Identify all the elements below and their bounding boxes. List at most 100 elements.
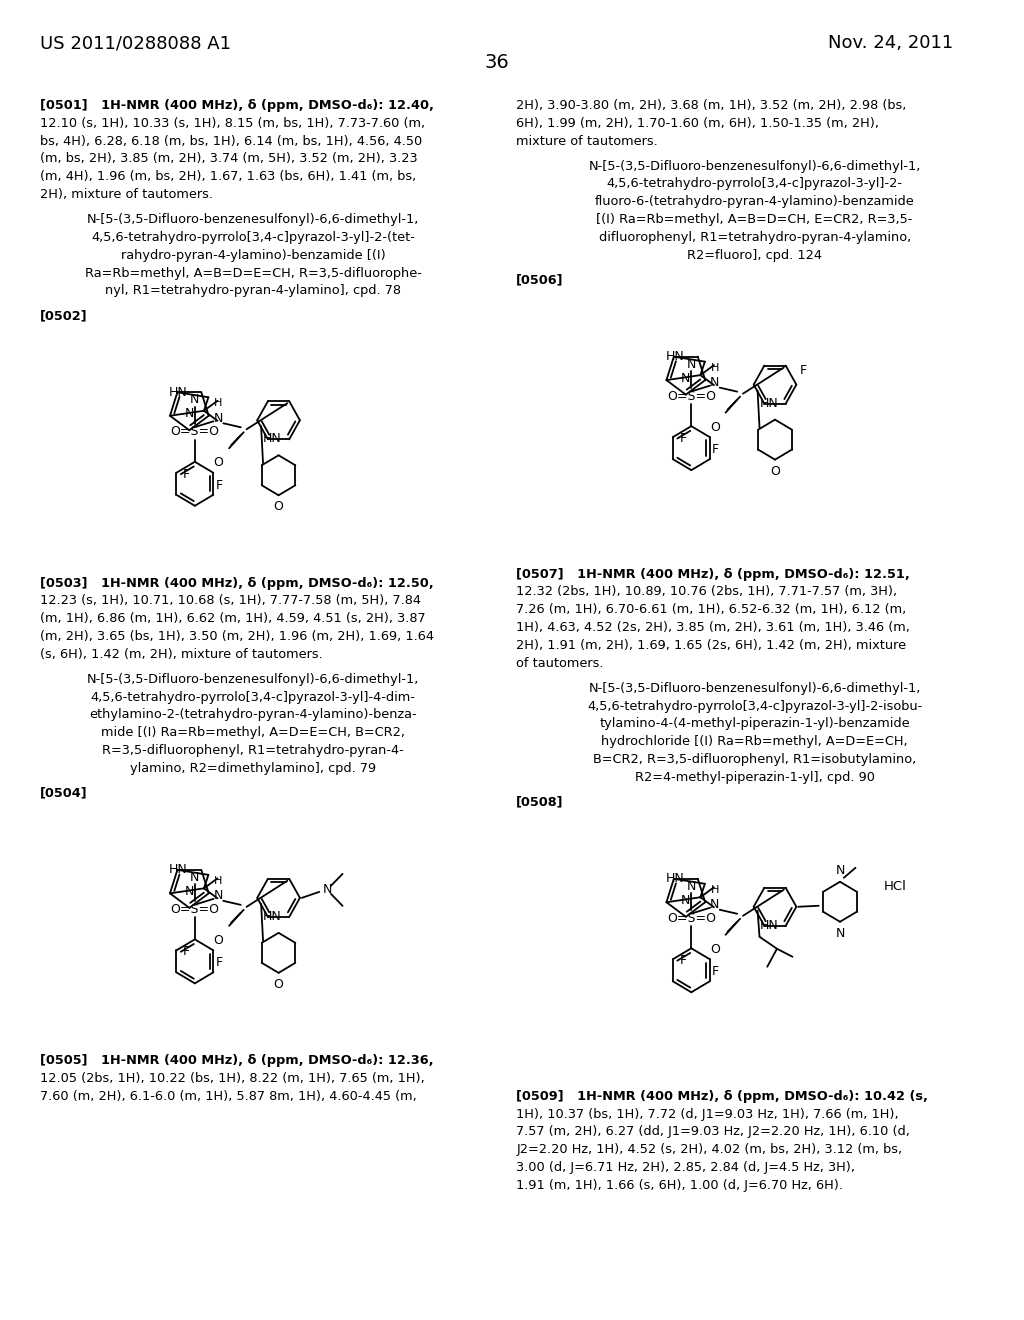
Text: N-[5-(3,5-Difluoro-benzenesulfonyl)-6,6-dimethyl-1,: N-[5-(3,5-Difluoro-benzenesulfonyl)-6,6-… bbox=[589, 681, 921, 694]
Text: 2H), 3.90-3.80 (m, 2H), 3.68 (m, 1H), 3.52 (m, 2H), 2.98 (bs,: 2H), 3.90-3.80 (m, 2H), 3.68 (m, 1H), 3.… bbox=[516, 99, 906, 112]
Text: F: F bbox=[800, 363, 807, 376]
Text: B=CR2, R=3,5-difluorophenyl, R1=isobutylamino,: B=CR2, R=3,5-difluorophenyl, R1=isobutyl… bbox=[593, 752, 916, 766]
Text: [(I) Ra=Rb=methyl, A=B=D=CH, E=CR2, R=3,5-: [(I) Ra=Rb=methyl, A=B=D=CH, E=CR2, R=3,… bbox=[596, 213, 912, 226]
Text: N: N bbox=[681, 372, 690, 384]
Text: R2=4-methyl-piperazin-1-yl], cpd. 90: R2=4-methyl-piperazin-1-yl], cpd. 90 bbox=[635, 771, 874, 784]
Text: [0509]   1H-NMR (400 MHz), δ (ppm, DMSO-d₆): 10.42 (s,: [0509] 1H-NMR (400 MHz), δ (ppm, DMSO-d₆… bbox=[516, 1090, 929, 1102]
Text: (m, bs, 2H), 3.85 (m, 2H), 3.74 (m, 5H), 3.52 (m, 2H), 3.23: (m, bs, 2H), 3.85 (m, 2H), 3.74 (m, 5H),… bbox=[40, 153, 418, 165]
Text: [0501]   1H-NMR (400 MHz), δ (ppm, DMSO-d₆): 12.40,: [0501] 1H-NMR (400 MHz), δ (ppm, DMSO-d₆… bbox=[40, 99, 434, 112]
Text: Nov. 24, 2011: Nov. 24, 2011 bbox=[828, 34, 953, 53]
Text: rahydro-pyran-4-ylamino)-benzamide [(I): rahydro-pyran-4-ylamino)-benzamide [(I) bbox=[121, 248, 386, 261]
Text: O: O bbox=[213, 457, 223, 470]
Text: 12.05 (2bs, 1H), 10.22 (bs, 1H), 8.22 (m, 1H), 7.65 (m, 1H),: 12.05 (2bs, 1H), 10.22 (bs, 1H), 8.22 (m… bbox=[40, 1072, 425, 1085]
Text: 2H), mixture of tautomers.: 2H), mixture of tautomers. bbox=[40, 187, 213, 201]
Text: N: N bbox=[184, 408, 194, 420]
Text: mixture of tautomers.: mixture of tautomers. bbox=[516, 135, 658, 148]
Text: tylamino-4-(4-methyl-piperazin-1-yl)-benzamide: tylamino-4-(4-methyl-piperazin-1-yl)-ben… bbox=[599, 717, 910, 730]
Text: nyl, R1=tetrahydro-pyran-4-ylamino], cpd. 78: nyl, R1=tetrahydro-pyran-4-ylamino], cpd… bbox=[105, 284, 401, 297]
Text: F: F bbox=[215, 479, 222, 492]
Text: [0506]: [0506] bbox=[516, 273, 564, 286]
Text: N: N bbox=[687, 358, 696, 371]
Text: O: O bbox=[273, 978, 284, 991]
Text: N: N bbox=[323, 883, 332, 896]
Text: O=S=O: O=S=O bbox=[170, 903, 219, 916]
Text: HN: HN bbox=[169, 863, 187, 876]
Text: of tautomers.: of tautomers. bbox=[516, 657, 604, 669]
Text: (m, 4H), 1.96 (m, bs, 2H), 1.67, 1.63 (bs, 6H), 1.41 (m, bs,: (m, 4H), 1.96 (m, bs, 2H), 1.67, 1.63 (b… bbox=[40, 170, 416, 183]
Text: (m, 2H), 3.65 (bs, 1H), 3.50 (m, 2H), 1.96 (m, 2H), 1.69, 1.64: (m, 2H), 3.65 (bs, 1H), 3.50 (m, 2H), 1.… bbox=[40, 630, 434, 643]
Text: HN: HN bbox=[169, 385, 187, 399]
Text: O: O bbox=[770, 465, 780, 478]
Text: HN: HN bbox=[760, 396, 778, 409]
Text: 7.60 (m, 2H), 6.1-6.0 (m, 1H), 5.87 8m, 1H), 4.60-4.45 (m,: 7.60 (m, 2H), 6.1-6.0 (m, 1H), 5.87 8m, … bbox=[40, 1090, 417, 1102]
Text: F: F bbox=[183, 945, 190, 958]
Text: Ra=Rb=methyl, A=B=D=E=CH, R=3,5-difluorophe-: Ra=Rb=methyl, A=B=D=E=CH, R=3,5-difluoro… bbox=[85, 267, 422, 280]
Text: R=3,5-difluorophenyl, R1=tetrahydro-pyran-4-: R=3,5-difluorophenyl, R1=tetrahydro-pyra… bbox=[102, 744, 404, 758]
Text: F: F bbox=[679, 432, 686, 445]
Text: 12.23 (s, 1H), 10.71, 10.68 (s, 1H), 7.77-7.58 (m, 5H), 7.84: 12.23 (s, 1H), 10.71, 10.68 (s, 1H), 7.7… bbox=[40, 594, 421, 607]
Text: H: H bbox=[214, 399, 222, 408]
Text: N: N bbox=[836, 863, 845, 876]
Text: 7.26 (m, 1H), 6.70-6.61 (m, 1H), 6.52-6.32 (m, 1H), 6.12 (m,: 7.26 (m, 1H), 6.70-6.61 (m, 1H), 6.52-6.… bbox=[516, 603, 906, 616]
Text: [0503]   1H-NMR (400 MHz), δ (ppm, DMSO-d₆): 12.50,: [0503] 1H-NMR (400 MHz), δ (ppm, DMSO-d₆… bbox=[40, 577, 433, 590]
Text: HN: HN bbox=[760, 919, 778, 932]
Text: H: H bbox=[214, 876, 222, 886]
Text: ylamino, R2=dimethylamino], cpd. 79: ylamino, R2=dimethylamino], cpd. 79 bbox=[130, 762, 376, 775]
Text: N: N bbox=[214, 412, 223, 425]
Text: 12.32 (2bs, 1H), 10.89, 10.76 (2bs, 1H), 7.71-7.57 (m, 3H),: 12.32 (2bs, 1H), 10.89, 10.76 (2bs, 1H),… bbox=[516, 586, 897, 598]
Text: (m, 1H), 6.86 (m, 1H), 6.62 (m, 1H), 4.59, 4.51 (s, 2H), 3.87: (m, 1H), 6.86 (m, 1H), 6.62 (m, 1H), 4.5… bbox=[40, 612, 425, 626]
Text: N-[5-(3,5-Difluoro-benzenesulfonyl)-6,6-dimethyl-1,: N-[5-(3,5-Difluoro-benzenesulfonyl)-6,6-… bbox=[589, 160, 921, 173]
Text: N: N bbox=[190, 871, 200, 884]
Text: O: O bbox=[710, 942, 720, 956]
Text: HCl: HCl bbox=[884, 880, 906, 894]
Text: N: N bbox=[190, 393, 200, 407]
Text: 4,5,6-tetrahydro-pyrrolo[3,4-c]pyrazol-3-yl]-2-(tet-: 4,5,6-tetrahydro-pyrrolo[3,4-c]pyrazol-3… bbox=[91, 231, 415, 244]
Text: N-[5-(3,5-Difluoro-benzenesulfonyl)-6,6-dimethyl-1,: N-[5-(3,5-Difluoro-benzenesulfonyl)-6,6-… bbox=[87, 673, 420, 686]
Text: N: N bbox=[687, 879, 696, 892]
Text: 4,5,6-tetrahydro-pyrrolo[3,4-c]pyrazol-3-yl]-2-: 4,5,6-tetrahydro-pyrrolo[3,4-c]pyrazol-3… bbox=[606, 177, 902, 190]
Text: hydrochloride [(I) Ra=Rb=methyl, A=D=E=CH,: hydrochloride [(I) Ra=Rb=methyl, A=D=E=C… bbox=[601, 735, 908, 748]
Text: 4,5,6-tetrahydro-pyrrolo[3,4-c]pyrazol-3-yl]-2-isobu-: 4,5,6-tetrahydro-pyrrolo[3,4-c]pyrazol-3… bbox=[587, 700, 923, 713]
Text: J2=2.20 Hz, 1H), 4.52 (s, 2H), 4.02 (m, bs, 2H), 3.12 (m, bs,: J2=2.20 Hz, 1H), 4.52 (s, 2H), 4.02 (m, … bbox=[516, 1143, 902, 1156]
Text: [0508]: [0508] bbox=[516, 796, 564, 809]
Text: H: H bbox=[711, 884, 719, 895]
Text: difluorophenyl, R1=tetrahydro-pyran-4-ylamino,: difluorophenyl, R1=tetrahydro-pyran-4-yl… bbox=[598, 231, 910, 244]
Text: F: F bbox=[712, 965, 719, 978]
Text: N: N bbox=[214, 890, 223, 903]
Text: N: N bbox=[184, 884, 194, 898]
Text: bs, 4H), 6.28, 6.18 (m, bs, 1H), 6.14 (m, bs, 1H), 4.56, 4.50: bs, 4H), 6.28, 6.18 (m, bs, 1H), 6.14 (m… bbox=[40, 135, 422, 148]
Text: H: H bbox=[711, 363, 719, 372]
Text: N: N bbox=[681, 894, 690, 907]
Text: [0507]   1H-NMR (400 MHz), δ (ppm, DMSO-d₆): 12.51,: [0507] 1H-NMR (400 MHz), δ (ppm, DMSO-d₆… bbox=[516, 568, 910, 581]
Text: ethylamino-2-(tetrahydro-pyran-4-ylamino)-benza-: ethylamino-2-(tetrahydro-pyran-4-ylamino… bbox=[89, 709, 417, 722]
Text: (s, 6H), 1.42 (m, 2H), mixture of tautomers.: (s, 6H), 1.42 (m, 2H), mixture of tautom… bbox=[40, 648, 323, 661]
Text: 36: 36 bbox=[484, 53, 509, 71]
Text: 12.10 (s, 1H), 10.33 (s, 1H), 8.15 (m, bs, 1H), 7.73-7.60 (m,: 12.10 (s, 1H), 10.33 (s, 1H), 8.15 (m, b… bbox=[40, 116, 425, 129]
Text: HN: HN bbox=[263, 909, 282, 923]
Text: O: O bbox=[273, 500, 284, 513]
Text: 4,5,6-tetrahydro-pyrrolo[3,4-c]pyrazol-3-yl]-4-dim-: 4,5,6-tetrahydro-pyrrolo[3,4-c]pyrazol-3… bbox=[91, 690, 416, 704]
Text: 1H), 10.37 (bs, 1H), 7.72 (d, J1=9.03 Hz, 1H), 7.66 (m, 1H),: 1H), 10.37 (bs, 1H), 7.72 (d, J1=9.03 Hz… bbox=[516, 1107, 899, 1121]
Text: N: N bbox=[711, 376, 720, 389]
Text: O: O bbox=[710, 421, 720, 434]
Text: N-[5-(3,5-Difluoro-benzenesulfonyl)-6,6-dimethyl-1,: N-[5-(3,5-Difluoro-benzenesulfonyl)-6,6-… bbox=[87, 213, 420, 226]
Text: [0505]   1H-NMR (400 MHz), δ (ppm, DMSO-d₆): 12.36,: [0505] 1H-NMR (400 MHz), δ (ppm, DMSO-d₆… bbox=[40, 1055, 433, 1067]
Text: N: N bbox=[711, 899, 720, 911]
Text: 7.57 (m, 2H), 6.27 (dd, J1=9.03 Hz, J2=2.20 Hz, 1H), 6.10 (d,: 7.57 (m, 2H), 6.27 (dd, J1=9.03 Hz, J2=2… bbox=[516, 1126, 910, 1138]
Text: O: O bbox=[213, 933, 223, 946]
Text: 2H), 1.91 (m, 2H), 1.69, 1.65 (2s, 6H), 1.42 (m, 2H), mixture: 2H), 1.91 (m, 2H), 1.69, 1.65 (2s, 6H), … bbox=[516, 639, 906, 652]
Text: 3.00 (d, J=6.71 Hz, 2H), 2.85, 2.84 (d, J=4.5 Hz, 3H),: 3.00 (d, J=6.71 Hz, 2H), 2.85, 2.84 (d, … bbox=[516, 1162, 855, 1173]
Text: HN: HN bbox=[666, 350, 684, 363]
Text: fluoro-6-(tetrahydro-pyran-4-ylamino)-benzamide: fluoro-6-(tetrahydro-pyran-4-ylamino)-be… bbox=[595, 195, 914, 209]
Text: O=S=O: O=S=O bbox=[667, 389, 716, 403]
Text: F: F bbox=[712, 444, 719, 457]
Text: N: N bbox=[836, 927, 845, 940]
Text: F: F bbox=[679, 954, 686, 968]
Text: HN: HN bbox=[263, 432, 282, 445]
Text: HN: HN bbox=[666, 873, 684, 886]
Text: 1H), 4.63, 4.52 (2s, 2H), 3.85 (m, 2H), 3.61 (m, 1H), 3.46 (m,: 1H), 4.63, 4.52 (2s, 2H), 3.85 (m, 2H), … bbox=[516, 622, 910, 634]
Text: 6H), 1.99 (m, 2H), 1.70-1.60 (m, 6H), 1.50-1.35 (m, 2H),: 6H), 1.99 (m, 2H), 1.70-1.60 (m, 6H), 1.… bbox=[516, 116, 880, 129]
Text: [0504]: [0504] bbox=[40, 787, 87, 800]
Text: US 2011/0288088 A1: US 2011/0288088 A1 bbox=[40, 34, 230, 53]
Text: 1.91 (m, 1H), 1.66 (s, 6H), 1.00 (d, J=6.70 Hz, 6H).: 1.91 (m, 1H), 1.66 (s, 6H), 1.00 (d, J=6… bbox=[516, 1179, 844, 1192]
